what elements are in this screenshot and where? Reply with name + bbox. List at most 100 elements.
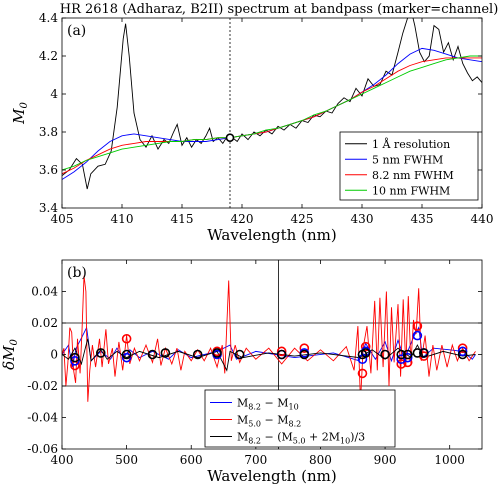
x-tick-label: 900 (374, 453, 397, 467)
series-line-3 (62, 55, 482, 171)
channel-marker-blue (121, 352, 132, 363)
legend-entry: 8.2 nm FWHM (372, 169, 454, 182)
legend-entry: 1 Å resolution (372, 137, 450, 151)
channel-marker-red (457, 343, 468, 354)
legend-text: )/3 (350, 431, 365, 444)
y-tick-label: -0.04 (27, 411, 58, 425)
channel-marker-black (380, 349, 390, 360)
x-tick-label: 425 (291, 212, 314, 226)
legend-entry: M8.2 − (M5.0 + 2M10)/3 (237, 431, 365, 446)
legend-subscript: 5.0 (293, 437, 306, 446)
channel-marker-blue (70, 355, 80, 366)
x-tick-label: 400 (51, 453, 74, 467)
y-tick-label: 0 (50, 348, 58, 362)
series-group (62, 18, 482, 190)
channel-marker-black (160, 348, 171, 358)
channel-marker-black (95, 348, 106, 358)
series-line-2 (62, 338, 476, 372)
channel-marker-blue (412, 330, 423, 341)
y-tick-label: 3.8 (39, 125, 58, 139)
legend-text: M (237, 414, 248, 427)
legend-text: M (237, 397, 248, 410)
y-tick-label: 0.04 (31, 285, 58, 299)
channel-marker-black (147, 349, 158, 360)
x-tick-label: 1000 (434, 453, 465, 467)
x-tick-label: 420 (231, 212, 254, 226)
x-tick-label: 405 (51, 212, 74, 226)
channel-marker-black (419, 348, 429, 358)
legend-box (204, 389, 396, 448)
legend-subscript: 8.2 (248, 403, 261, 412)
panel-a: 405 410 415 420 425 430 435 440 3.4 3.6 3.8 4 4.2 4.4… (10, 11, 494, 244)
x-axis-label: Wavelength (nm) (207, 467, 336, 485)
y-tick-label: 4.2 (39, 49, 58, 63)
x-tick-label: 440 (471, 212, 494, 226)
legend-text: − M (261, 397, 288, 410)
figure-title: HR 2618 (Adharaz, B2II) spectrum at band… (60, 2, 499, 17)
legend-text: + 2M (306, 431, 340, 444)
legend-box (339, 131, 479, 201)
series-line-1 (62, 275, 476, 402)
channel-marker-black (234, 349, 245, 360)
channel-marker-black (276, 349, 287, 360)
series-line-0 (62, 18, 482, 190)
legend-subscript: 8.2 (248, 437, 261, 446)
channel-marker-red (360, 341, 371, 352)
x-axis-label: Wavelength (nm) (207, 226, 336, 244)
panel-label: (b) (67, 265, 87, 281)
panel-b: 400 500 600 700 800 900 1000 -0.06 -0.04 -0.02 0 0.… (0, 259, 483, 485)
y-tick-label: 0.02 (31, 316, 58, 330)
legend-subscript: 5.0 (248, 420, 261, 429)
channel-marker-black (412, 348, 423, 358)
y-axis-label-sub: 0 (19, 102, 30, 109)
y-tick-label: 3.4 (39, 201, 58, 215)
x-tick-label: 700 (244, 453, 267, 467)
channel-marker-black (212, 348, 222, 358)
legend-subscript: 10 (340, 437, 350, 446)
x-tick-label: 500 (115, 453, 138, 467)
legend-text: − M (261, 414, 288, 427)
x-tick-label: 415 (171, 212, 194, 226)
legend-entry: M5.0 − M8.2 (237, 414, 301, 429)
panel-label: (a) (67, 23, 86, 39)
channel-marker-black (299, 349, 310, 360)
channel-marker-black (360, 348, 371, 358)
channel-marker-black (192, 349, 203, 360)
channel-marker-black (402, 349, 413, 360)
channel-marker-blue (457, 346, 468, 357)
channel-marker-red (276, 346, 287, 357)
legend-entry: M8.2 − M10 (237, 397, 299, 412)
series-line-2 (62, 57, 482, 175)
channel-marker-black (121, 349, 132, 360)
channel-marker-black (457, 349, 468, 360)
legend-subscript: 8.2 (288, 420, 301, 429)
y-axis-label: δM0 (0, 338, 20, 369)
channel-marker-blue (396, 354, 407, 365)
x-tick-label: 435 (411, 212, 434, 226)
channel-marker-red (412, 321, 423, 331)
axes-box (61, 17, 483, 209)
channel-marker (225, 133, 235, 142)
channel-marker-red (396, 359, 407, 369)
x-tick-label: 430 (351, 212, 374, 226)
channel-marker-red (121, 333, 132, 344)
y-tick-label: 4 (50, 87, 58, 101)
legend-entry: 5 nm FWHM (372, 153, 443, 166)
series-group (62, 275, 476, 402)
x-tick-label: 410 (111, 212, 134, 226)
y-tick-label: -0.06 (27, 442, 58, 456)
legend-text: − (M (261, 431, 293, 444)
legend-subscript: 10 (288, 403, 298, 412)
channel-marker-black (396, 349, 407, 360)
x-tick-label: 800 (309, 453, 332, 467)
legend-entry: 10 nm FWHM (372, 184, 450, 197)
y-axis-label: M0 (10, 102, 30, 125)
channel-marker-black (70, 352, 80, 363)
legend-text: M (237, 431, 248, 444)
channel-marker-red (299, 343, 310, 354)
x-tick-label: 600 (180, 453, 203, 467)
y-tick-label: -0.02 (27, 379, 58, 393)
y-tick-label: 3.6 (39, 163, 58, 177)
channel-marker-red (357, 368, 368, 379)
